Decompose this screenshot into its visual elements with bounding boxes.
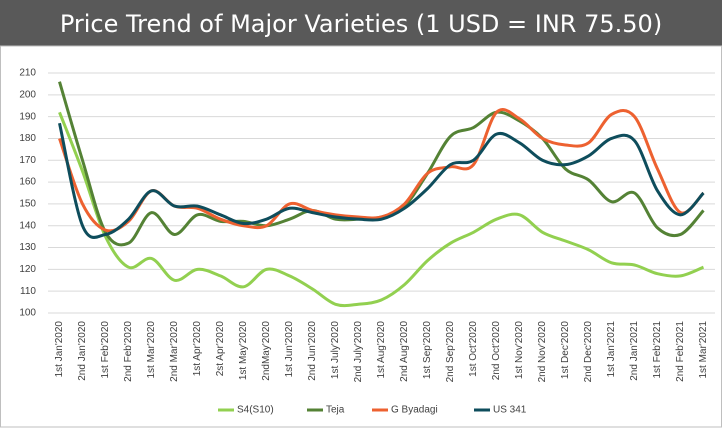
x-tick-label: 2nd July'2020 (353, 321, 364, 383)
x-tick-label: 2nd Jan'2020 (77, 321, 88, 381)
y-tick-label: 140 (19, 220, 36, 231)
x-tick-label: 2nd Mar'2020 (169, 321, 180, 382)
x-tick-label: 1st Feb'2020 (100, 321, 111, 379)
x-tick-label: 1st Mar'2021 (698, 321, 709, 379)
legend-label: Teja (326, 405, 345, 416)
series-line (58, 111, 705, 308)
legend-label: US 341 (493, 405, 527, 416)
x-tick-label: 2nd Sep'2020 (445, 321, 456, 383)
y-tick-label: 150 (19, 199, 36, 210)
chart-title: Price Trend of Major Varieties (1 USD = … (60, 10, 662, 38)
y-tick-label: 190 (19, 111, 36, 122)
x-tick-label: 1st Jun'2020 (284, 321, 295, 378)
x-tick-label: 2nd Nov'2020 (537, 321, 548, 383)
x-tick-label: 2nd Feb'2020 (123, 321, 134, 382)
x-tick-label: 1st May'2020 (238, 321, 249, 381)
x-tick-label: 1st Feb'2021 (652, 321, 663, 379)
y-tick-label: 100 (19, 308, 36, 319)
x-tick-label: 1st Dec'2020 (560, 321, 571, 379)
legend-label: G Byadagi (391, 405, 438, 416)
x-tick-label: 1st Jan'2021 (606, 321, 617, 378)
x-tick-label: 2st Apr'2020 (215, 321, 226, 377)
x-tick-label: 2nd Aug'2020 (399, 321, 410, 382)
y-tick-label: 120 (19, 264, 36, 275)
x-tick-label: 1st Aug'2020 (376, 321, 387, 379)
title-banner (0, 0, 722, 46)
x-tick-label: 1st Nov'2020 (514, 321, 525, 379)
x-tick-label: 1st Oct'2020 (468, 321, 479, 377)
x-tick-label: 1st Jan'2020 (54, 321, 65, 378)
x-tick-label: 2nd Oct'2020 (491, 321, 502, 381)
y-tick-label: 200 (19, 89, 36, 100)
x-tick-label: 1st Mar'2020 (146, 321, 157, 379)
x-tick-label: 1st Sep'2020 (422, 321, 433, 380)
x-tick-label: 1st Apr'2020 (192, 321, 203, 377)
y-tick-label: 160 (19, 177, 36, 188)
y-tick-label: 170 (19, 155, 36, 166)
x-tick-label: 1st July'2020 (330, 321, 341, 379)
y-tick-label: 130 (19, 242, 36, 253)
x-tick-label: 2nd Jan'2021 (629, 321, 640, 381)
y-tick-label: 210 (19, 68, 36, 79)
x-tick-label: 2nd Jun'2020 (307, 321, 318, 381)
series-line (58, 122, 705, 239)
y-tick-label: 110 (20, 286, 36, 297)
y-tick-label: 180 (19, 133, 36, 144)
x-tick-label: 2nd Feb'2021 (675, 321, 686, 382)
x-tick-label: 2ndMay'2020 (261, 321, 272, 381)
x-tick-label: 2nd Dec'2020 (583, 321, 594, 383)
legend-label: S4(S10) (237, 405, 274, 416)
